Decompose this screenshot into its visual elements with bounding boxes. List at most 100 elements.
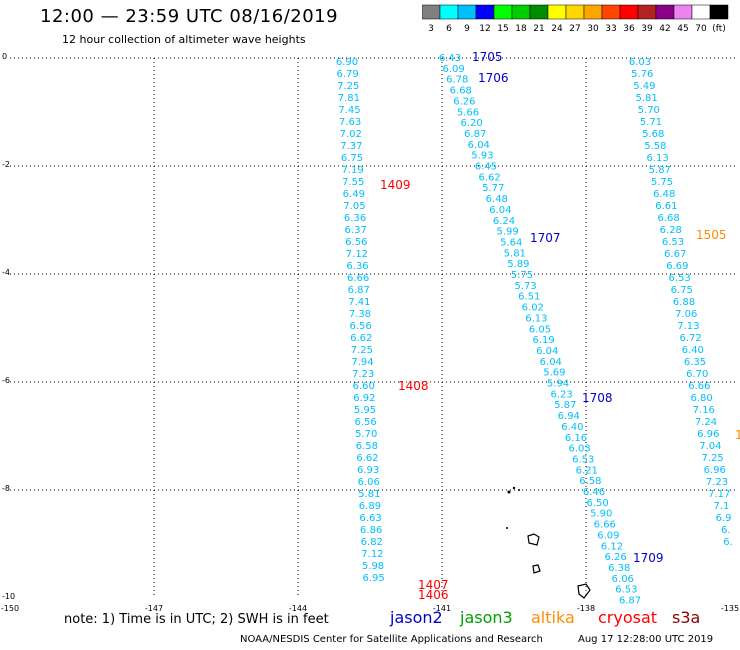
wave-height-value: 6.88 <box>673 297 695 308</box>
wave-height-value: 6.13 <box>525 313 547 324</box>
wave-height-value: 5.58 <box>644 141 666 152</box>
wave-height-value: 7.19 <box>341 165 363 176</box>
wave-height-value: 6.50 <box>586 498 608 509</box>
wave-height-value: 6.56 <box>345 237 367 248</box>
wave-height-value: 6.70 <box>686 369 708 380</box>
longitude-tick-label: -135 <box>721 604 739 613</box>
wave-height-value: 5.99 <box>496 227 518 238</box>
color-scale-label: 9 <box>464 24 470 34</box>
wave-height-value: 7.04 <box>699 441 721 452</box>
wave-height-value: 7.94 <box>351 357 373 368</box>
legend-item-s3a: s3a <box>672 608 701 627</box>
wave-height-value: 5.64 <box>500 237 522 248</box>
wave-height-value: 6.75 <box>341 153 363 164</box>
pass-number-label: 1706 <box>478 71 509 85</box>
wave-height-value: 6.62 <box>350 333 372 344</box>
wave-height-value: 5.90 <box>590 509 612 520</box>
color-scale-label: 6 <box>446 24 452 34</box>
wave-height-value: 5.77 <box>482 183 504 194</box>
wave-height-value: 6.49 <box>343 189 365 200</box>
pass-number-label: 1705 <box>472 50 503 64</box>
color-scale-label: 18 <box>515 24 527 34</box>
wave-height-value: 5.70 <box>355 429 377 440</box>
wave-height-value: 5.69 <box>543 368 565 379</box>
wave-height-value: 6.80 <box>690 393 712 404</box>
map-title: 12:00 — 23:59 UTC 08/16/2019 <box>40 6 339 27</box>
wave-height-value: 7.37 <box>340 141 362 152</box>
pass-number-label: 1409 <box>380 178 411 192</box>
latitude-tick-label: -10 <box>2 592 15 601</box>
wave-height-value: 5.87 <box>554 400 576 411</box>
wave-height-value: 5.95 <box>354 405 376 416</box>
wave-height-value: 6.06 <box>612 574 634 585</box>
wave-height-value: 6.13 <box>646 153 668 164</box>
wave-height-value: 6.66 <box>594 520 616 531</box>
wave-height-value: 6.79 <box>336 69 358 80</box>
longitude-tick-label: -141 <box>433 604 451 613</box>
pass-number-label: 1407 <box>418 578 449 592</box>
wave-height-value: 7.25 <box>701 453 723 464</box>
wave-height-value: 6.9 <box>716 513 732 524</box>
wave-height-value: 5.75 <box>511 270 533 281</box>
wave-height-value: 6.09 <box>597 530 619 541</box>
wave-height-value: 5.75 <box>651 177 673 188</box>
pass-number-label: 1707 <box>530 231 561 245</box>
longitude-tick-label: -144 <box>289 604 307 613</box>
wave-height-value: 6.53 <box>572 454 594 465</box>
wave-height-value: 6.69 <box>666 261 688 272</box>
wave-height-value: 6.35 <box>684 357 706 368</box>
wave-height-value: 7.23 <box>706 477 728 488</box>
wave-height-value: 6.92 <box>353 393 375 404</box>
color-scale-label: 3 <box>428 24 434 34</box>
color-scale-label: 30 <box>587 24 599 34</box>
wave-height-value: 6.21 <box>576 465 598 476</box>
color-scale-label: 45 <box>677 24 688 34</box>
wave-height-value: 6.28 <box>660 225 682 236</box>
wave-height-value: 7.13 <box>677 321 699 332</box>
wave-height-value: 6.23 <box>550 389 572 400</box>
wave-height-value: 6.96 <box>697 429 719 440</box>
wave-height-value: 6.38 <box>608 563 630 574</box>
color-scale-label: 27 <box>569 24 580 34</box>
wave-height-value: 6.56 <box>350 321 372 332</box>
wave-height-value: 5.81 <box>358 489 380 500</box>
wave-height-value: 7.55 <box>342 177 364 188</box>
legend-item-cryosat: cryosat <box>598 608 658 627</box>
wave-height-value: 6.75 <box>671 285 693 296</box>
wave-height-value: 7.16 <box>693 405 715 416</box>
wave-height-value: 6.78 <box>446 75 468 86</box>
wave-height-value: 6.94 <box>558 411 580 422</box>
color-scale-label: 12 <box>479 24 490 34</box>
wave-height-value: 7.02 <box>340 129 362 140</box>
color-swatch <box>709 4 729 20</box>
wave-height-value: 6.19 <box>532 335 554 346</box>
wave-height-value: 7.25 <box>351 345 373 356</box>
island-outlines <box>506 486 591 599</box>
wave-height-value: 6. <box>721 525 731 536</box>
color-scale-label: 33 <box>605 24 616 34</box>
wave-height-value: 6.87 <box>619 596 641 607</box>
wave-height-value: 6.09 <box>442 64 464 75</box>
wave-height-value: 7.12 <box>361 549 383 560</box>
wave-height-value: 6.51 <box>518 292 540 303</box>
longitude-tick-label: -138 <box>577 604 595 613</box>
wave-height-value: 5.89 <box>507 259 529 270</box>
wave-height-value: 6.86 <box>360 525 382 536</box>
wave-height-value: 6.43 <box>439 53 461 64</box>
pass-number-label: 1709 <box>633 551 664 565</box>
wave-height-value: 6.24 <box>493 216 515 227</box>
wave-height-value: 6.53 <box>668 273 690 284</box>
wave-height-value: 7.23 <box>352 369 374 380</box>
wave-height-value: 6.45 <box>475 162 497 173</box>
wave-height-value: 5.94 <box>547 379 569 390</box>
wave-height-value: 7.06 <box>675 309 697 320</box>
pass-number-label: 1 <box>735 428 740 442</box>
wave-height-value: 6.68 <box>657 213 679 224</box>
wave-height-value: 6.72 <box>679 333 701 344</box>
wave-height-value: 6.04 <box>468 140 490 151</box>
legend-item-altika: altika <box>531 608 575 627</box>
wave-height-value: 7.24 <box>695 417 717 428</box>
color-scale-label: 15 <box>497 24 508 34</box>
wave-height-value: 6.62 <box>356 453 378 464</box>
